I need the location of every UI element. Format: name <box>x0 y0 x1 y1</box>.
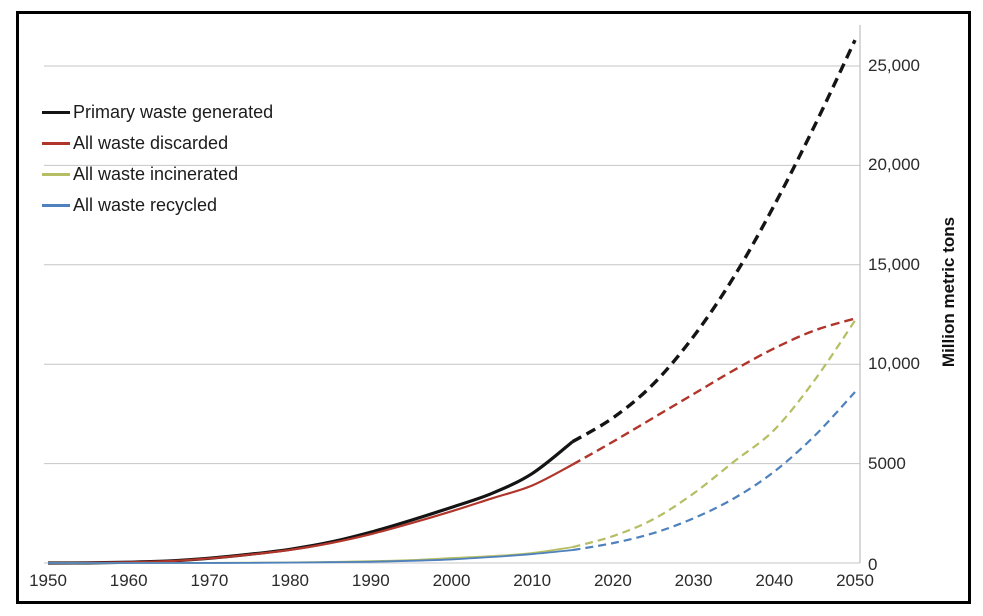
y-axis-title: Million metric tons <box>939 216 958 368</box>
legend-label: All waste recycled <box>73 195 218 215</box>
legend-item-all-waste-discarded: All waste discarded <box>42 128 273 159</box>
series-line-solid-all-waste-recycled <box>47 549 573 564</box>
x-axis-tick-2030: 2030 <box>674 571 713 590</box>
legend-label: Primary waste generated <box>73 102 274 122</box>
x-axis-tick-1970: 1970 <box>190 571 229 590</box>
legend-swatch-all-waste-recycled <box>42 204 70 207</box>
series-line-solid-primary-waste-generated <box>47 440 574 565</box>
y-axis-tick-20000: 20,000 <box>868 155 920 175</box>
y-axis-tick-15000: 15,000 <box>868 254 920 274</box>
series-line-solid-all-waste-incinerated <box>47 546 573 564</box>
y-axis-tick-5000: 5000 <box>868 453 906 473</box>
legend-swatch-all-waste-discarded <box>42 142 70 145</box>
series-line-dashed-all-waste-recycled <box>572 391 856 552</box>
x-axis-tick-1990: 1990 <box>351 571 390 590</box>
legend-item-all-waste-incinerated: All waste incinerated <box>42 159 273 190</box>
x-axis-tick-2010: 2010 <box>513 571 552 590</box>
series-line-dashed-primary-waste-generated <box>571 39 857 444</box>
series-line-solid-all-waste-discarded <box>47 463 574 565</box>
series-line-dashed-all-waste-discarded <box>571 317 856 466</box>
x-axis-tick-2040: 2040 <box>755 571 794 590</box>
legend-label: All waste discarded <box>73 133 229 153</box>
x-axis-tick-2000: 2000 <box>432 571 471 590</box>
y-axis-tick-10000: 10,000 <box>868 354 920 374</box>
legend-item-primary-waste-generated: Primary waste generated <box>42 97 273 128</box>
legend: Primary waste generated All waste discar… <box>42 97 273 221</box>
legend-swatch-primary-waste-generated <box>42 110 70 115</box>
x-axis-tick-1950: 1950 <box>29 571 67 590</box>
y-axis-tick-0: 0 <box>868 555 878 574</box>
y-axis-tick-25000: 25,000 <box>868 56 920 75</box>
x-axis-tick-2050: 2050 <box>836 571 874 590</box>
x-axis-tick-1960: 1960 <box>109 571 148 590</box>
legend-swatch-all-waste-incinerated <box>42 173 70 176</box>
x-axis-tick-2020: 2020 <box>593 571 632 590</box>
x-axis-tick-1980: 1980 <box>271 571 310 590</box>
series-line-dashed-all-waste-incinerated <box>572 319 856 549</box>
legend-item-all-waste-recycled: All waste recycled <box>42 190 273 221</box>
legend-label: All waste incinerated <box>73 164 239 184</box>
